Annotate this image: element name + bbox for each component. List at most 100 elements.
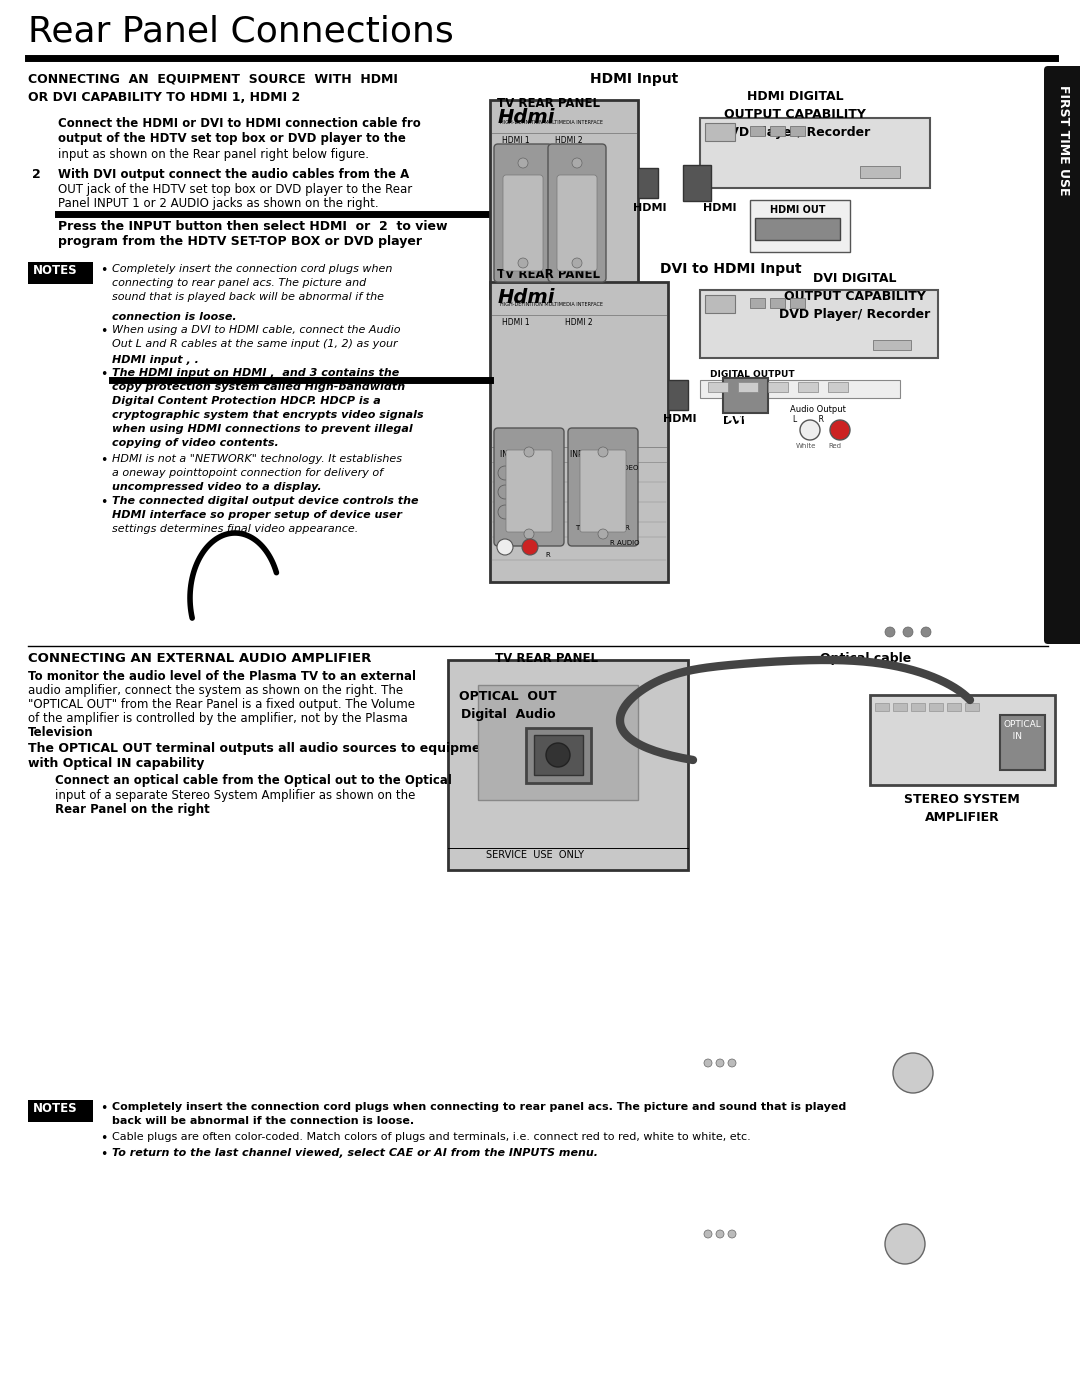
Circle shape xyxy=(735,425,740,427)
Bar xyxy=(770,126,785,136)
Text: The OPTICAL OUT terminal outputs all audio sources to equipment: The OPTICAL OUT terminal outputs all aud… xyxy=(28,742,496,754)
Text: HDMI: HDMI xyxy=(663,414,697,425)
Text: with Optical IN capability: with Optical IN capability xyxy=(28,757,204,770)
Circle shape xyxy=(518,158,528,168)
Circle shape xyxy=(893,1053,933,1092)
Text: INPUT 1: INPUT 1 xyxy=(500,450,530,460)
Text: Completely insert the connection cord plugs when connecting to rear panel acs. T: Completely insert the connection cord pl… xyxy=(112,1102,847,1126)
Text: •: • xyxy=(100,1148,107,1161)
Text: HDMI: HDMI xyxy=(633,203,666,212)
Bar xyxy=(708,381,728,393)
Text: connection is loose.: connection is loose. xyxy=(112,312,237,321)
Bar xyxy=(478,685,638,800)
Text: HDMI is not a "NETWORK" technology. It establishes
a oneway pointtopoint connect: HDMI is not a "NETWORK" technology. It e… xyxy=(112,454,402,478)
Bar xyxy=(705,295,735,313)
Circle shape xyxy=(598,529,608,539)
Text: SERVICE  USE  ONLY: SERVICE USE ONLY xyxy=(486,849,584,861)
Bar xyxy=(770,298,785,307)
Bar xyxy=(798,381,818,393)
Text: cryptographic system that encrypts video signals: cryptographic system that encrypts video… xyxy=(112,409,423,420)
Text: copying of video contents.: copying of video contents. xyxy=(112,439,279,448)
Bar xyxy=(893,703,907,711)
Circle shape xyxy=(800,420,820,440)
Circle shape xyxy=(572,158,582,168)
Circle shape xyxy=(752,432,756,436)
Text: CONNECTING  AN  EQUIPMENT  SOURCE  WITH  HDMI
OR DVI CAPABILITY TO HDMI 1, HDMI : CONNECTING AN EQUIPMENT SOURCE WITH HDMI… xyxy=(28,73,397,103)
Text: HDMI 1: HDMI 1 xyxy=(502,319,529,327)
Text: •: • xyxy=(100,326,107,338)
Bar xyxy=(28,263,93,284)
Circle shape xyxy=(903,627,913,637)
Circle shape xyxy=(752,416,756,420)
Circle shape xyxy=(728,416,732,420)
Bar xyxy=(755,218,840,240)
Text: CONNECTING AN EXTERNAL AUDIO AMPLIFIER: CONNECTING AN EXTERNAL AUDIO AMPLIFIER xyxy=(28,652,372,665)
Text: Audio Output: Audio Output xyxy=(789,405,846,414)
Text: NOTES: NOTES xyxy=(33,1102,78,1115)
Text: program from the HDTV SET-TOP BOX or DVD player: program from the HDTV SET-TOP BOX or DVD… xyxy=(58,235,422,249)
Circle shape xyxy=(744,432,748,436)
Text: When using a DVI to HDMI cable, connect the Audio
Out L and R cables at the same: When using a DVI to HDMI cable, connect … xyxy=(112,326,401,349)
Circle shape xyxy=(498,485,512,499)
Text: TV REAR PANEL: TV REAR PANEL xyxy=(497,96,600,110)
Circle shape xyxy=(524,529,534,539)
Bar xyxy=(789,126,805,136)
Text: settings determines final video appearance.: settings determines final video appearan… xyxy=(112,524,359,534)
Text: 2: 2 xyxy=(32,168,41,182)
Bar xyxy=(700,291,939,358)
Bar xyxy=(448,659,688,870)
Bar xyxy=(638,168,658,198)
Text: •: • xyxy=(100,496,107,509)
Circle shape xyxy=(885,1224,924,1264)
Bar xyxy=(875,703,889,711)
Text: when using HDMI connections to prevent illegal: when using HDMI connections to prevent i… xyxy=(112,425,413,434)
Text: •: • xyxy=(100,367,107,381)
FancyBboxPatch shape xyxy=(494,144,552,282)
Text: •: • xyxy=(100,264,107,277)
Text: HDMI input , .: HDMI input , . xyxy=(112,355,199,365)
Bar xyxy=(700,117,930,189)
FancyBboxPatch shape xyxy=(557,175,597,271)
Text: Cable plugs are often color-coded. Match colors of plugs and terminals, i.e. con: Cable plugs are often color-coded. Match… xyxy=(112,1132,751,1141)
Text: Rear Panel on the right: Rear Panel on the right xyxy=(55,803,210,816)
Bar xyxy=(768,381,788,393)
Bar xyxy=(700,380,900,398)
Text: HDMI OUT: HDMI OUT xyxy=(770,205,825,215)
Text: NOTES: NOTES xyxy=(33,264,78,277)
Text: of the amplifier is controlled by the amplifier, not by the Plasma: of the amplifier is controlled by the am… xyxy=(28,712,408,725)
FancyBboxPatch shape xyxy=(580,450,626,532)
Bar xyxy=(750,298,765,307)
Bar xyxy=(750,200,850,251)
Text: •: • xyxy=(100,454,107,467)
Circle shape xyxy=(498,467,512,481)
Text: INPUT 2: INPUT 2 xyxy=(570,450,599,460)
Bar xyxy=(828,381,848,393)
Text: OPTICAL  OUT
Digital  Audio: OPTICAL OUT Digital Audio xyxy=(459,690,557,721)
Text: •: • xyxy=(100,1102,107,1115)
Text: HIGH-DEFINITION MULTIMEDIA INTERFACE: HIGH-DEFINITION MULTIMEDIA INTERFACE xyxy=(500,302,603,307)
Circle shape xyxy=(716,1059,724,1067)
Bar xyxy=(669,380,688,409)
Text: TV  AS  CENTER: TV AS CENTER xyxy=(575,525,630,531)
Bar xyxy=(929,703,943,711)
FancyBboxPatch shape xyxy=(507,450,552,532)
Text: HDMI 2: HDMI 2 xyxy=(555,136,582,145)
Text: •: • xyxy=(100,1132,107,1146)
Text: L         R: L R xyxy=(793,415,824,425)
Bar xyxy=(873,339,912,351)
Text: Television: Television xyxy=(28,726,94,739)
Text: audio amplifier, connect the system as shown on the right. The: audio amplifier, connect the system as s… xyxy=(28,685,403,697)
Circle shape xyxy=(831,420,850,440)
Circle shape xyxy=(497,539,513,555)
Bar xyxy=(738,381,758,393)
Text: Digital Content Protection HDCP. HDCP is a: Digital Content Protection HDCP. HDCP is… xyxy=(112,395,381,407)
Circle shape xyxy=(885,627,895,637)
Text: White: White xyxy=(796,443,816,448)
Text: TV REAR PANEL: TV REAR PANEL xyxy=(497,268,600,281)
Text: HDMI DIGITAL
OUTPUT CAPABILITY
DVD Player/ Recorder: HDMI DIGITAL OUTPUT CAPABILITY DVD Playe… xyxy=(719,89,870,138)
Text: input of a separate Stereo System Amplifier as shown on the: input of a separate Stereo System Amplif… xyxy=(55,789,416,802)
Text: HDMI 1: HDMI 1 xyxy=(502,136,529,145)
Text: With DVI output connect the audio cables from the A: With DVI output connect the audio cables… xyxy=(58,168,409,182)
Text: input as shown on the Rear panel right below figure.: input as shown on the Rear panel right b… xyxy=(58,148,369,161)
Text: Rear Panel Connections: Rear Panel Connections xyxy=(28,15,454,49)
